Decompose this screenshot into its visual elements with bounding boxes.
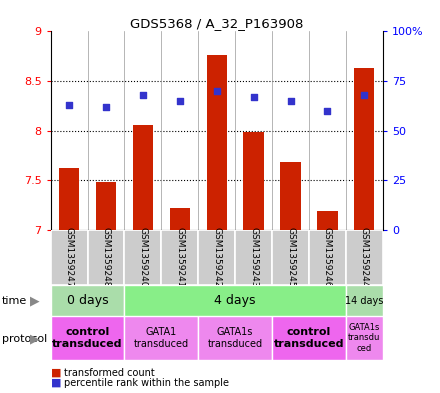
Bar xyxy=(272,316,346,360)
Point xyxy=(213,88,220,94)
Point xyxy=(287,98,294,104)
Bar xyxy=(198,230,235,285)
Bar xyxy=(198,316,272,360)
Text: GSM1359244: GSM1359244 xyxy=(360,227,369,288)
Text: GSM1359246: GSM1359246 xyxy=(323,227,332,288)
Point xyxy=(361,92,368,98)
Text: ■: ■ xyxy=(51,367,61,378)
Point xyxy=(176,98,183,104)
Text: percentile rank within the sample: percentile rank within the sample xyxy=(64,378,229,388)
Bar xyxy=(125,230,161,285)
Bar xyxy=(88,230,125,285)
Bar xyxy=(346,316,383,360)
Text: GSM1359248: GSM1359248 xyxy=(102,227,110,288)
Bar xyxy=(354,68,374,230)
Bar xyxy=(280,162,301,230)
Point xyxy=(250,94,257,100)
Text: GSM1359243: GSM1359243 xyxy=(249,227,258,288)
Bar xyxy=(346,285,383,316)
Point xyxy=(139,92,147,98)
Text: ■: ■ xyxy=(51,378,61,388)
Bar xyxy=(96,182,116,230)
Bar xyxy=(243,132,264,230)
Bar xyxy=(59,168,79,230)
Text: control
transduced: control transduced xyxy=(52,327,123,349)
Text: GSM1359247: GSM1359247 xyxy=(65,227,73,288)
Text: transformed count: transformed count xyxy=(64,367,154,378)
Text: GATA1
transduced: GATA1 transduced xyxy=(134,327,189,349)
Text: time: time xyxy=(2,296,27,306)
Bar xyxy=(161,230,198,285)
Text: ▶: ▶ xyxy=(30,332,40,345)
Text: GATA1s
transduced: GATA1s transduced xyxy=(208,327,263,349)
Bar xyxy=(133,125,153,230)
Text: ▶: ▶ xyxy=(30,294,40,307)
Text: GSM1359242: GSM1359242 xyxy=(212,227,221,288)
Bar xyxy=(317,211,337,230)
Text: GATA1s
transdu
ced: GATA1s transdu ced xyxy=(348,323,381,353)
Bar xyxy=(206,55,227,230)
Text: protocol: protocol xyxy=(2,334,48,344)
Bar xyxy=(346,230,383,285)
Bar xyxy=(235,230,272,285)
Text: 14 days: 14 days xyxy=(345,296,384,306)
Point xyxy=(66,102,73,108)
Text: 0 days: 0 days xyxy=(67,294,108,307)
Text: control
transduced: control transduced xyxy=(274,327,344,349)
Text: GSM1359241: GSM1359241 xyxy=(175,227,184,288)
Title: GDS5368 / A_32_P163908: GDS5368 / A_32_P163908 xyxy=(130,17,304,30)
Bar xyxy=(272,230,309,285)
Text: GSM1359240: GSM1359240 xyxy=(138,227,147,288)
Bar xyxy=(309,230,346,285)
Point xyxy=(324,108,331,114)
Bar xyxy=(51,230,88,285)
Bar xyxy=(125,285,346,316)
Bar xyxy=(51,285,125,316)
Bar xyxy=(51,316,125,360)
Bar xyxy=(170,208,190,230)
Text: GSM1359245: GSM1359245 xyxy=(286,227,295,288)
Point xyxy=(103,104,110,110)
Bar xyxy=(125,316,198,360)
Text: 4 days: 4 days xyxy=(214,294,256,307)
